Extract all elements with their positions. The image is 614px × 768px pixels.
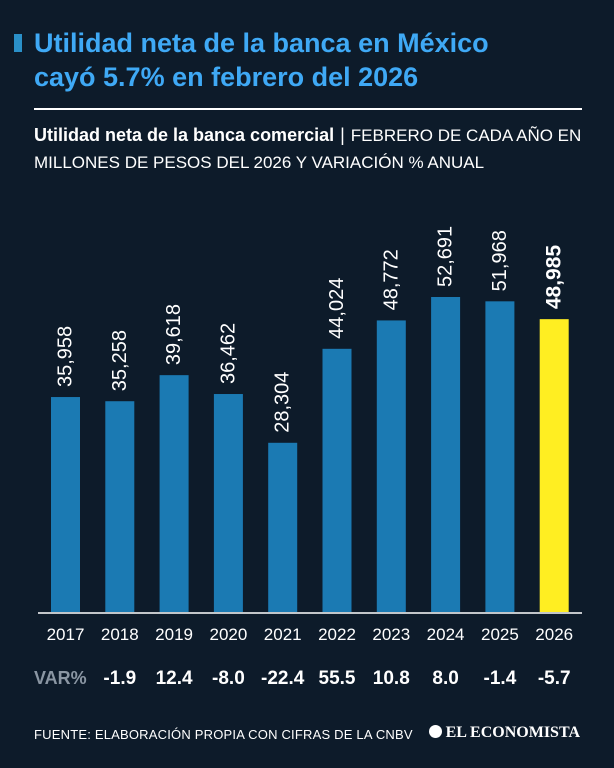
variation-value-2023: 10.8 (372, 668, 410, 689)
bar-2025 (485, 301, 515, 612)
variation-value-2021: -22.4 (261, 668, 305, 689)
tick-label-2023: 2023 (372, 625, 410, 644)
bar-2021 (268, 442, 298, 612)
bar-2026 (539, 319, 569, 612)
tick-label-2019: 2019 (155, 625, 193, 644)
value-label-2022: 44,024 (326, 278, 348, 339)
brand-name: EL ECONOMISTA (445, 724, 580, 741)
variation-label: VAR% (34, 668, 87, 688)
variation-value-2025: -1.4 (483, 668, 517, 689)
variation-value-2022: 55.5 (318, 668, 356, 689)
tick-label-2017: 2017 (47, 625, 85, 644)
bar-2024 (431, 297, 461, 612)
value-label-2026: 48,985 (543, 245, 566, 310)
bar-chart: 35,958 2017 35,258 2018 39,618 2019 36,462 2020… (38, 226, 582, 644)
tick-label-2021: 2021 (264, 625, 302, 644)
source-note: FUENTE: ELABORACIÓN PROPIA CON CIFRAS DE… (34, 727, 413, 742)
headline-line-1: Utilidad neta de la banca en México (34, 28, 489, 58)
value-label-2021: 28,304 (272, 372, 294, 433)
value-label-2020: 36,462 (217, 323, 239, 384)
tick-label-2026: 2026 (535, 625, 573, 644)
headline-line-2: cayó 5.7% en febrero del 2026 (34, 62, 419, 92)
value-label-2019: 39,618 (163, 304, 185, 365)
brand-logo: EL ECONOMISTA (428, 724, 580, 742)
subtitle-bold: Utilidad neta de la banca comercial (34, 125, 335, 145)
variation-value-2026: -5.7 (537, 668, 571, 689)
bar-2020 (213, 394, 243, 612)
bar-2023 (376, 320, 406, 612)
tick-label-2025: 2025 (481, 625, 519, 644)
value-label-2025: 51,968 (489, 230, 511, 291)
variation-value-2019: 12.4 (155, 668, 193, 689)
title-divider (34, 108, 582, 110)
value-label-2018: 35,258 (109, 330, 131, 391)
variation-value-2020: -8.0 (212, 668, 245, 689)
headline-block: Utilidad neta de la banca en México cayó… (14, 26, 604, 94)
value-label-2024: 52,691 (435, 226, 457, 287)
subtitle-separator: | (340, 125, 345, 145)
chart-subtitle: Utilidad neta de la banca comercial | FEBR… (34, 122, 594, 176)
value-label-2023: 48,772 (380, 249, 402, 310)
bar-2018 (105, 401, 135, 612)
tick-label-2022: 2022 (318, 625, 356, 644)
variation-row: VAR% -1.9 12.4 -8.0 -22.4 55.5 10.8 8.0 -1.4 -5.… (34, 664, 594, 694)
globe-icon (428, 725, 442, 738)
value-label-2017: 35,958 (55, 326, 77, 387)
bar-2019 (159, 375, 189, 612)
tick-label-2020: 2020 (209, 625, 247, 644)
variation-value-2018: -1.9 (103, 668, 137, 689)
tick-label-2018: 2018 (101, 625, 139, 644)
tick-label-2024: 2024 (427, 625, 465, 644)
subtitle-rest: FEBRERO DE CADA AÑO EN MILLONES DE PESOS… (34, 126, 582, 172)
headline-accent-bar (14, 34, 22, 52)
headline: Utilidad neta de la banca en México cayó… (34, 26, 604, 94)
bar-2017 (51, 397, 80, 612)
bar-2022 (322, 348, 352, 612)
variation-value-2024: 8.0 (432, 668, 459, 689)
